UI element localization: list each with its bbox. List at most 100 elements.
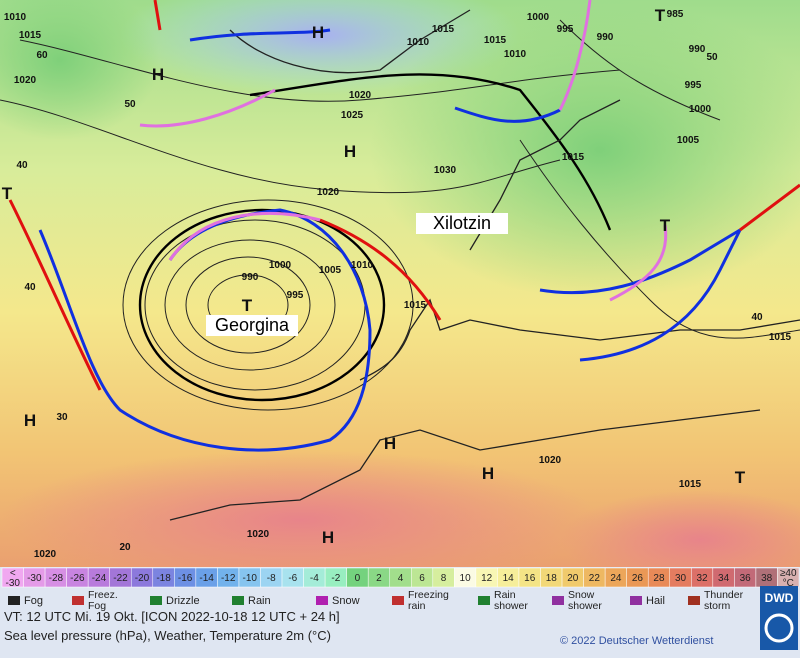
scale-label: -26 (70, 573, 85, 584)
pressure-label: 1015 (562, 152, 585, 163)
pressure-label: 990 (689, 44, 706, 55)
pressure-label: 1010 (351, 260, 374, 271)
pressure-label: 1020 (34, 549, 57, 560)
pressure-label: 1015 (404, 300, 427, 311)
scale-label: < (10, 568, 16, 579)
pressure-center: H (344, 142, 356, 161)
weather-label: Hail (646, 595, 665, 607)
weather-icon (8, 596, 20, 605)
pressure-label: 1020 (317, 187, 340, 198)
weather-icon (688, 596, 700, 605)
pressure-label: 1015 (432, 24, 455, 35)
scale-label: -16 (178, 573, 193, 584)
weather-label: Freez. Fog (88, 589, 118, 612)
scale-label: 26 (632, 573, 644, 584)
pressure-label: 1030 (434, 165, 457, 176)
scale-label: -28 (49, 573, 64, 584)
scale-label: -24 (92, 573, 107, 584)
scale-label: -18 (156, 573, 171, 584)
weather-icon (316, 596, 328, 605)
scale-label: 0 (355, 573, 361, 584)
scale-label: -30 (6, 578, 21, 589)
pressure-center: T (242, 296, 253, 315)
name-box (206, 315, 298, 336)
scale-label: -2 (331, 573, 340, 584)
pressure-center: T (735, 468, 746, 487)
weather-label: Freezing rain (408, 589, 449, 612)
pressure-label: 1010 (504, 49, 527, 60)
logo: DWD (765, 591, 794, 605)
weather-icon (478, 596, 490, 605)
scale-label: -30 (27, 573, 42, 584)
pressure-label: 1020 (349, 90, 372, 101)
scale-label: -8 (267, 573, 276, 584)
pressure-center: H (24, 411, 36, 430)
pressure-label: 40 (24, 282, 36, 293)
pressure-center: H (152, 65, 164, 84)
scale-label: 10 (460, 573, 472, 584)
pressure-label: 1015 (769, 332, 792, 343)
scale-label: 32 (697, 573, 709, 584)
pressure-label: 1020 (14, 75, 37, 86)
weather-icon (630, 596, 642, 605)
weather-label: Rain (248, 595, 271, 607)
pressure-label: 1000 (269, 260, 292, 271)
scale-label: 22 (589, 573, 601, 584)
logo-box (760, 586, 798, 650)
weather-icon (552, 596, 564, 605)
pressure-label: 50 (706, 52, 718, 63)
pressure-center: H (312, 23, 324, 42)
copyright: © 2022 Deutscher Wetterdienst (560, 635, 713, 647)
scale-label: 38 (761, 573, 773, 584)
pressure-label: 1020 (247, 529, 270, 540)
weather-icon (232, 596, 244, 605)
weather-icon (150, 596, 162, 605)
name-box (416, 213, 508, 234)
weather-icon (72, 596, 84, 605)
weather-label: Snow shower (568, 589, 602, 612)
scale-label: 18 (546, 573, 558, 584)
scale-label: -20 (135, 573, 150, 584)
pressure-label: 60 (36, 50, 48, 61)
scale-label: °C (783, 578, 794, 589)
pressure-label: 1000 (689, 104, 712, 115)
logo-mark (764, 613, 794, 643)
pressure-label: 30 (56, 412, 68, 423)
scale-label: 28 (653, 573, 665, 584)
pressure-label: 1010 (407, 37, 430, 48)
pressure-label: 1020 (539, 455, 562, 466)
pressure-center: T (2, 184, 13, 203)
scale-label: -10 (242, 573, 257, 584)
scale-label: 30 (675, 573, 687, 584)
scale-label: -6 (288, 573, 297, 584)
pressure-label: 1015 (19, 30, 42, 41)
valid-time: VT: 12 UTC Mi. 19 Okt. [ICON 2022-10-18 … (4, 609, 340, 624)
pressure-label: 1015 (484, 35, 507, 46)
pressure-center: T (660, 216, 671, 235)
pressure-label: 985 (667, 9, 684, 20)
scale-label: 16 (524, 573, 536, 584)
pressure-label: 990 (597, 32, 614, 43)
scale-label: 24 (610, 573, 622, 584)
weather-label: Fog (24, 595, 43, 607)
scale-label: 20 (567, 573, 579, 584)
weather-label: Thunder storm (704, 589, 744, 612)
weather-legend: Fog Freez. Fog Drizzle Rain Snow Freezing rain R… (8, 589, 744, 612)
pressure-center: H (322, 528, 334, 547)
scale-label: 4 (398, 573, 404, 584)
map: 1010101510206050404030201020102010251030… (0, 0, 800, 590)
pressure-label: 990 (242, 272, 259, 283)
weather-label: Drizzle (166, 595, 200, 607)
pressure-label: 995 (557, 24, 574, 35)
pressure-label: 1010 (4, 12, 27, 23)
pressure-center: H (482, 464, 494, 483)
pressure-label: 1005 (319, 265, 342, 276)
scale-label: 36 (740, 573, 752, 584)
scale-label: ≥40 (780, 568, 797, 579)
pressure-label: 1005 (677, 135, 700, 146)
scale-label: 6 (419, 573, 425, 584)
pressure-label: 995 (685, 80, 702, 91)
pressure-label: 20 (119, 542, 131, 553)
description: Sea level pressure (hPa), Weather, Tempe… (4, 628, 331, 643)
